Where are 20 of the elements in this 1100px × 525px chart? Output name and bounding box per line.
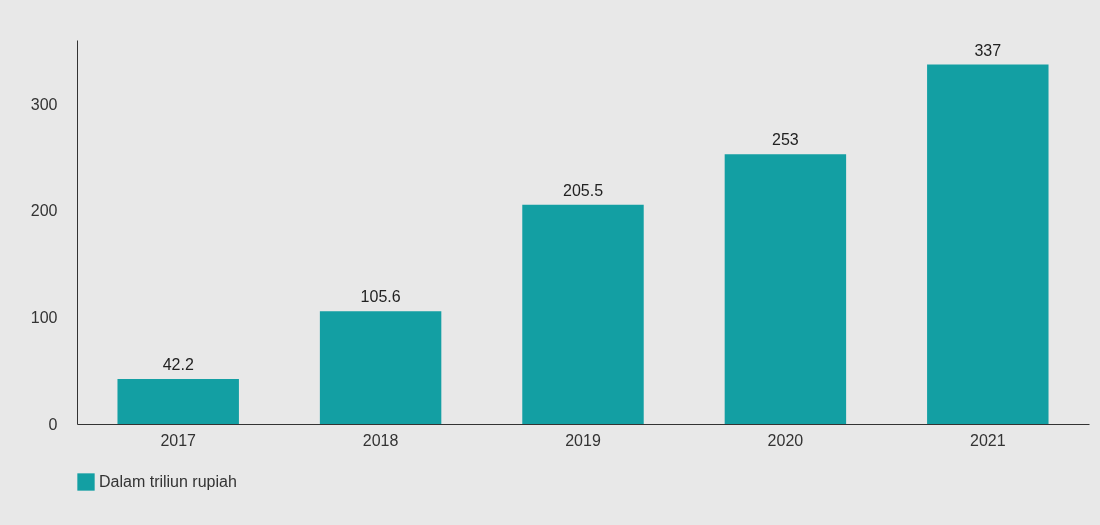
x-tick-label: 2020 bbox=[767, 431, 804, 449]
data-label: 42.2 bbox=[162, 355, 194, 373]
legend-label: Dalam triliun rupiah bbox=[99, 473, 237, 490]
y-tick-label: 0 bbox=[48, 415, 58, 433]
bar bbox=[927, 64, 1049, 424]
bar bbox=[522, 204, 644, 424]
y-tick-label: 300 bbox=[30, 95, 58, 113]
x-tick-label: 2021 bbox=[970, 431, 1006, 449]
bar bbox=[724, 154, 847, 424]
x-tick-label: 2019 bbox=[565, 431, 601, 449]
x-tick-label: 2017 bbox=[160, 431, 197, 449]
x-tick-label: 2018 bbox=[362, 431, 399, 449]
y-tick-label: 100 bbox=[30, 308, 58, 326]
y-tick-label: 200 bbox=[30, 202, 58, 220]
bar bbox=[117, 378, 239, 424]
data-label: 337 bbox=[974, 41, 1002, 59]
data-label: 105.6 bbox=[360, 288, 401, 306]
data-label: 253 bbox=[772, 131, 799, 149]
data-label: 205.5 bbox=[562, 181, 604, 199]
bar bbox=[319, 311, 442, 424]
